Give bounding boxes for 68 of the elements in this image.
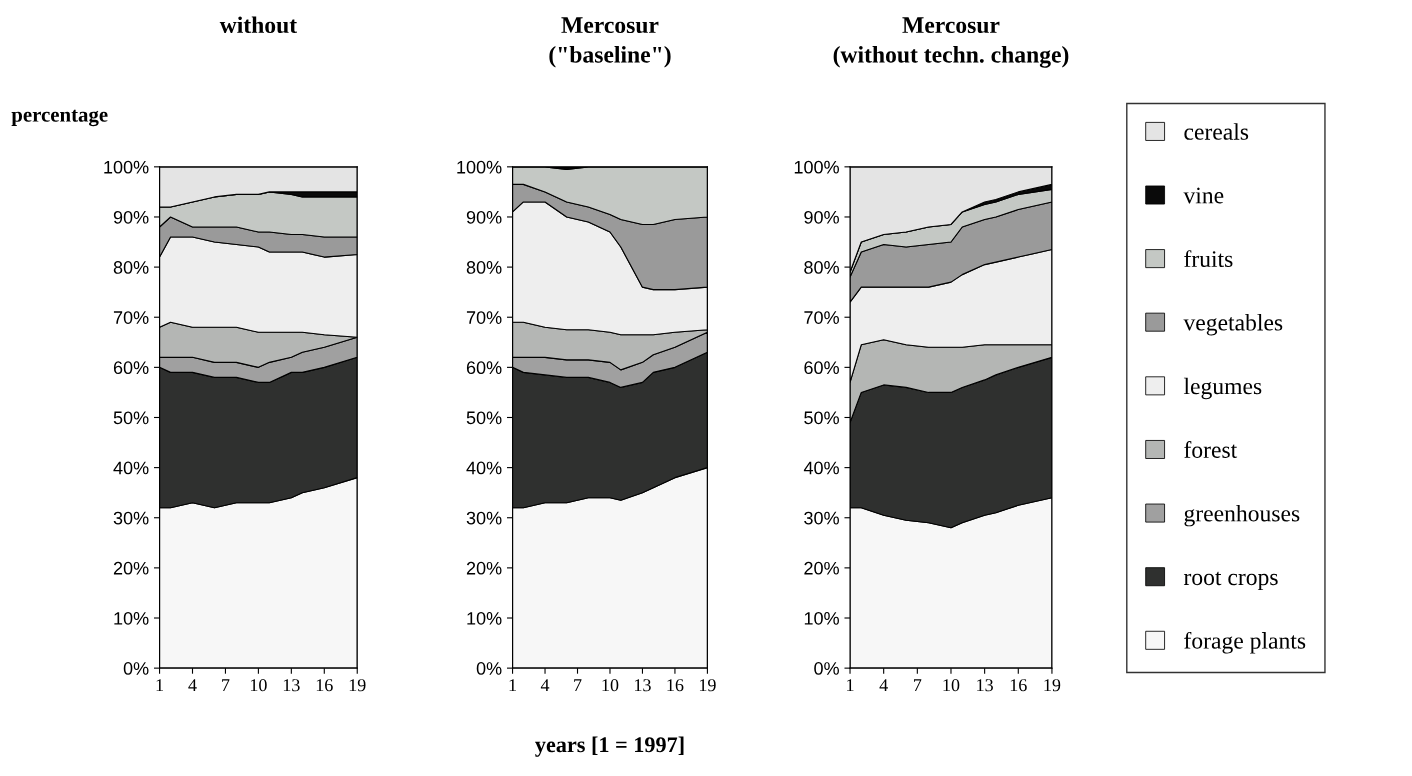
y-tick-label: 0% — [123, 662, 149, 675]
x-tick-label: 19 — [349, 679, 366, 692]
y-tick-label: 70% — [804, 311, 839, 324]
y-tick-label: 50% — [804, 411, 839, 425]
x-tick-label: 4 — [188, 679, 197, 692]
chart-title: Mercosur ("baseline") — [549, 17, 671, 68]
y-axis-title: percentage — [11, 109, 108, 127]
legend-label: greenhouses — [1184, 504, 1300, 527]
y-tick-label: 40% — [466, 461, 502, 475]
y-tick-label: 90% — [113, 210, 149, 224]
y-tick-label: 20% — [466, 561, 502, 575]
y-tick-label: 90% — [466, 210, 502, 224]
y-tick-label: 20% — [804, 561, 839, 575]
y-tick-label: 50% — [113, 411, 149, 425]
x-tick-label: 19 — [699, 679, 716, 692]
y-tick-label: 100% — [104, 160, 149, 174]
y-tick-label: 30% — [466, 511, 502, 525]
legend-label: vine — [1183, 187, 1224, 204]
y-tick-label: 80% — [466, 261, 502, 274]
x-tick-label: 4 — [540, 679, 550, 692]
x-tick-label: 4 — [879, 679, 888, 692]
y-tick-label: 100% — [794, 160, 839, 174]
y-tick-label: 10% — [804, 611, 839, 625]
y-tick-label: 30% — [804, 511, 839, 525]
y-tick-label: 10% — [467, 611, 502, 625]
x-tick-label: 13 — [977, 679, 993, 692]
y-tick-label: 70% — [466, 311, 502, 324]
y-tick-label: 40% — [803, 461, 839, 475]
y-tick-label: 30% — [113, 511, 149, 525]
x-axis-title: years [1 = 1997] — [535, 736, 684, 757]
y-tick-label: 50% — [466, 411, 502, 425]
x-tick-label: 7 — [222, 679, 230, 692]
legend-label: vegetables — [1183, 314, 1283, 336]
y-tick-label: 100% — [457, 160, 502, 174]
x-tick-label: 7 — [574, 679, 582, 692]
legend-label: root crops — [1183, 571, 1278, 590]
y-tick-label: 80% — [804, 261, 839, 274]
x-tick-label: 1 — [847, 679, 854, 692]
y-tick-label: 70% — [113, 311, 149, 324]
x-tick-label: 10 — [943, 679, 960, 692]
y-tick-label: 10% — [114, 611, 149, 625]
legend-label: forage plants — [1184, 631, 1306, 654]
y-tick-label: 80% — [113, 261, 149, 274]
x-tick-label: 1 — [509, 679, 516, 692]
y-tick-label: 0% — [814, 662, 839, 675]
chart-title: without — [219, 16, 297, 34]
x-tick-label: 16 — [1010, 679, 1027, 692]
y-tick-label: 40% — [113, 461, 149, 475]
legend-label: cereals — [1184, 123, 1249, 140]
y-tick-label: 60% — [113, 361, 149, 375]
legend-label: forest — [1184, 441, 1238, 458]
y-tick-label: 60% — [804, 361, 839, 375]
y-tick-label: 60% — [466, 361, 502, 375]
y-tick-label: 0% — [476, 662, 502, 675]
chart-title: Mercosur (without techn. change) — [833, 17, 1069, 68]
y-tick-label: 90% — [804, 210, 839, 224]
x-tick-label: 16 — [667, 679, 684, 692]
x-tick-label: 1 — [156, 679, 163, 692]
x-tick-label: 13 — [283, 679, 300, 692]
x-tick-label: 7 — [914, 679, 922, 692]
x-tick-label: 10 — [602, 679, 619, 692]
legend-label: legumes — [1183, 377, 1262, 400]
x-tick-label: 19 — [1044, 679, 1061, 692]
x-tick-label: 10 — [250, 679, 267, 692]
x-tick-label: 16 — [316, 679, 333, 692]
x-tick-label: 13 — [635, 679, 651, 692]
y-tick-label: 20% — [113, 561, 149, 575]
legend-label: fruits — [1184, 250, 1233, 268]
